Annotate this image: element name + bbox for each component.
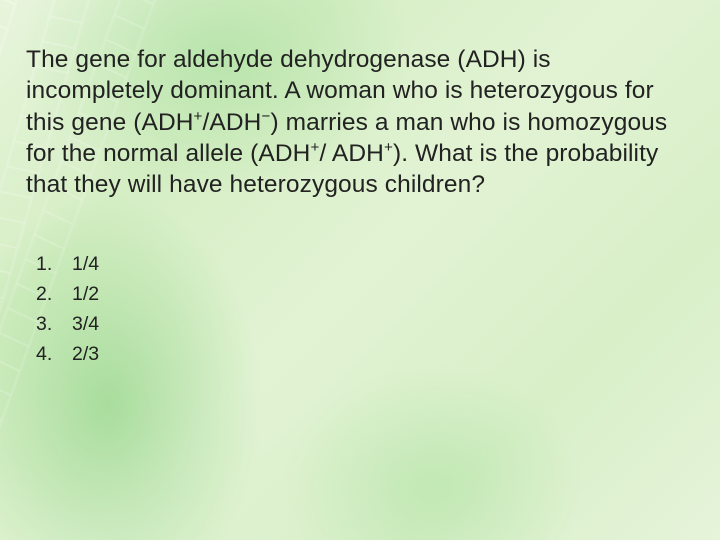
slide-content: The gene for aldehyde dehydrogenase (ADH…	[0, 0, 720, 370]
option-4: 2/3	[36, 339, 684, 369]
question-part: / ADH	[319, 140, 384, 167]
option-2: 1/2	[36, 279, 684, 309]
superscript-plus: +	[194, 108, 203, 125]
question-part: /ADH	[203, 109, 262, 136]
option-1: 1/4	[36, 249, 684, 279]
answer-options: 1/4 1/2 3/4 2/3	[36, 249, 684, 370]
superscript-plus: +	[384, 139, 393, 156]
option-3: 3/4	[36, 309, 684, 339]
question-text: The gene for aldehyde dehydrogenase (ADH…	[26, 44, 684, 201]
